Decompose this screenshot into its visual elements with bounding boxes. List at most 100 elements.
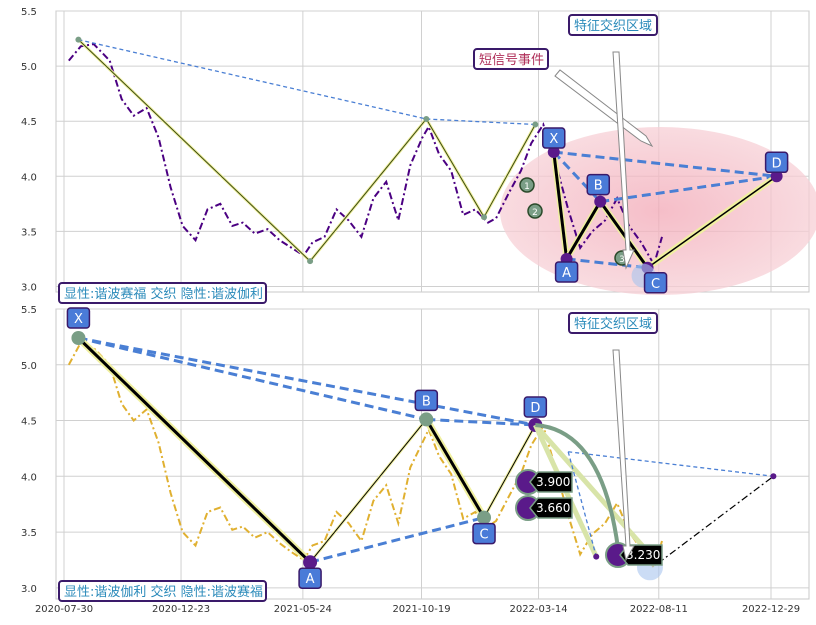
harmonic-xd-dash: [553, 150, 777, 178]
level-tag: [529, 471, 573, 493]
harmonic-label-c-box: [472, 522, 496, 545]
harmonic-label-c: C: [651, 277, 660, 292]
numbered-marker-label: 3: [619, 255, 625, 265]
x-tick-label: 2022-03-14: [509, 604, 567, 615]
harmonic-leg: [77, 336, 312, 564]
feature-zone-annotation-bottom: 特征交织区域: [574, 316, 652, 332]
feature-zone-annotation-top-box: [568, 14, 658, 36]
x-tick-label: 2020-07-30: [35, 604, 93, 615]
numbered-marker: [527, 203, 543, 219]
harmonic-leg: [565, 200, 602, 260]
y-tick-label: 4.0: [21, 472, 37, 483]
y-tick-label: 3.0: [21, 584, 37, 595]
pattern-xb-dash: [78, 39, 427, 120]
harmonic-bd-dash: [600, 174, 777, 204]
pattern-leg: [78, 39, 311, 262]
projection-point: [593, 553, 600, 560]
y-tick-label: 3.5: [21, 227, 37, 238]
harmonic-label-b: B: [594, 179, 603, 194]
pattern-description-top-box: [58, 282, 267, 304]
completion-arc: [535, 423, 620, 549]
x-tick-label: 2022-08-11: [630, 604, 688, 615]
harmonic-point: [419, 412, 434, 427]
harmonic-label-x-box: [66, 307, 91, 329]
y-tick-label: 5.0: [21, 62, 37, 73]
harmonic-dash-connector: [78, 336, 536, 427]
harmonic-leg: [309, 419, 427, 563]
y-tick-label: 3.5: [21, 528, 37, 539]
short-signal-annotation-box: [473, 48, 549, 70]
numbered-marker-label: 2: [532, 208, 538, 218]
numbered-marker-label: 1: [524, 182, 530, 192]
pattern-point: [307, 258, 314, 265]
level-tag-label: 3.900: [536, 475, 570, 489]
harmonic-dash-connector: [309, 516, 485, 564]
y-tick-label: 4.0: [21, 172, 37, 183]
harmonic-label-x: X: [74, 312, 83, 327]
projection-point: [770, 473, 777, 480]
harmonic-label-c-box: [643, 272, 668, 294]
harmonic-label-d: D: [530, 401, 540, 416]
feature-zone-annotation-bottom-box: [568, 312, 658, 334]
harmonic-label-a-box: [298, 567, 322, 589]
pattern-description-bottom-box: [58, 580, 267, 602]
harmonic-point: [71, 331, 86, 345]
pattern-leg: [425, 118, 485, 218]
harmonic-label-d: D: [772, 156, 782, 171]
harmonic-dash-connector: [78, 336, 427, 421]
harmonic-point: [303, 555, 318, 570]
pattern-description-top: 显性:谐波赛福 交织 隐性:谐波伽利: [64, 286, 263, 302]
plot-frame: [55, 308, 810, 600]
zone-arrow-bottom: [612, 349, 635, 562]
harmonic-label-d-box: [523, 396, 548, 418]
feature-zone-annotation-top: 特征交织区域: [574, 18, 652, 34]
zone-arrow-top: [612, 51, 635, 270]
harmonic-label-x: X: [549, 132, 558, 147]
harmonic-label-a: A: [306, 572, 315, 587]
price-series-line: [68, 43, 663, 268]
harmonic-label-b-box: [586, 173, 611, 196]
y-tick-label: 5.5: [21, 7, 37, 18]
harmonic-label-c: C: [479, 528, 488, 543]
feature-zone-ellipse: [500, 127, 816, 295]
projection-glow: [533, 423, 660, 565]
harmonic-label-x-box: [542, 127, 566, 149]
projection-extension: [657, 475, 774, 564]
harmonic-dash-connector: [426, 417, 536, 427]
pattern-point: [75, 36, 82, 43]
short-signal-annotation: 短信号事件: [479, 53, 544, 68]
harmonic-label-d-box: [764, 151, 789, 174]
y-tick-label: 5.0: [21, 361, 37, 372]
harmonic-point: [547, 146, 560, 159]
harmonic-label-b: B: [422, 394, 431, 409]
level-tag-label: 3.230: [626, 548, 660, 562]
pattern-description-bottom: 显性:谐波伽利 交织 隐性:谐波赛福: [64, 584, 263, 600]
harmonic-leg: [425, 418, 486, 519]
signal-arrow: [554, 69, 654, 148]
harmonic-point: [770, 170, 783, 183]
y-tick-label: 4.5: [21, 117, 37, 128]
x-tick-label: 2021-05-24: [274, 604, 332, 615]
pattern-leg: [309, 118, 427, 262]
numbered-marker: [519, 177, 535, 193]
price-series-line: [67, 341, 663, 571]
harmonic-leg: [552, 151, 569, 260]
x-tick-label: 2022-12-29: [742, 604, 800, 615]
pattern-leg: [483, 124, 536, 218]
harmonic-label-b-box: [414, 389, 439, 412]
level-tag-label: 3.660: [536, 501, 570, 515]
harmonic-label-a-box: [554, 261, 579, 283]
harmonic-leg: [483, 424, 536, 518]
level-tag: [529, 497, 573, 519]
y-tick-label: 5.5: [21, 305, 37, 316]
harmonic-point: [477, 510, 492, 525]
pattern-point: [481, 214, 488, 221]
x-tick-label: 2020-12-23: [152, 604, 210, 615]
harmonic-point: [594, 195, 607, 208]
y-tick-label: 4.5: [21, 417, 37, 428]
pattern-point: [423, 115, 430, 122]
harmonic-leg: [647, 175, 778, 269]
x-tick-label: 2021-10-19: [392, 604, 450, 615]
harmonic-label-a: A: [562, 266, 571, 281]
